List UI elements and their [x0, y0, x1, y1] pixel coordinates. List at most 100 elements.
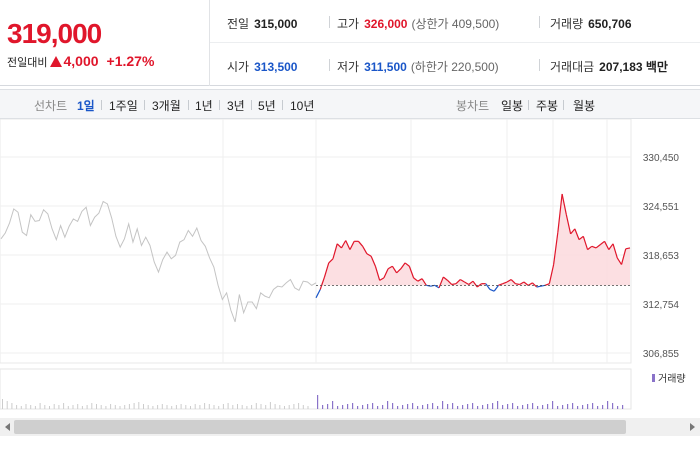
stat-prev-close: 전일 315,000: [227, 15, 297, 32]
volume-bar: [352, 403, 354, 409]
today-segment: [493, 284, 499, 292]
volume-bar: [377, 406, 379, 409]
tab-1day[interactable]: 1일: [77, 99, 95, 113]
y-tick-label: 330,450: [643, 153, 680, 164]
volume-bar: [597, 406, 599, 409]
tab-10year[interactable]: 10년: [290, 99, 315, 113]
volume-bar: [138, 402, 140, 409]
price-summary: 319,000 전일대비 4,000 +1.27%: [0, 0, 210, 86]
today-segment: [604, 241, 610, 250]
volume-bar: [372, 403, 374, 409]
volume-bar: [307, 406, 309, 409]
volume-bar: [432, 403, 434, 409]
volume-bar: [133, 403, 135, 409]
volume-bar: [218, 406, 220, 409]
volume-bar: [417, 406, 419, 409]
volume-bar: [2, 399, 3, 409]
scroll-left-icon[interactable]: [5, 423, 10, 431]
volume-bar: [347, 404, 349, 409]
scroll-right-icon[interactable]: [690, 423, 695, 431]
today-segment: [616, 257, 623, 265]
divider: [251, 100, 252, 110]
tab-5year[interactable]: 5년: [258, 99, 276, 113]
today-segment: [370, 256, 376, 267]
volume-bar: [427, 404, 429, 409]
stat-value: 313,500: [254, 60, 298, 74]
volume-bar: [81, 406, 83, 409]
volume-bar: [527, 404, 529, 409]
today-segment: [625, 247, 631, 250]
stat-value: 315,000: [254, 17, 298, 31]
stat-label: 시가: [227, 60, 250, 74]
volume-bar: [397, 406, 399, 409]
volume-bar: [602, 405, 604, 409]
volume-bar: [213, 405, 215, 409]
divider: [539, 59, 540, 71]
volume-bar: [227, 403, 229, 409]
stats-row-1: 전일 315,000 고가 326,000 (상한가 409,500) 거래량 650,…: [210, 0, 700, 43]
candle-chart-label: 봉차트: [456, 99, 490, 113]
volume-bar: [552, 401, 554, 409]
today-segment: [340, 240, 347, 249]
today-segment: [336, 243, 342, 249]
volume-bar: [6, 401, 8, 409]
volume-bar: [208, 404, 210, 409]
today-segment: [502, 281, 508, 285]
volume-bar: [171, 406, 173, 409]
divider: [528, 100, 529, 110]
volume-bar: [587, 404, 589, 409]
volume-bar: [482, 405, 484, 409]
volume-bar: [67, 406, 69, 409]
stat-label: 저가: [337, 60, 360, 74]
chart-scrollbar-thumb[interactable]: [14, 420, 626, 434]
today-segment: [472, 280, 478, 288]
volume-bar: [327, 404, 329, 409]
tab-1year[interactable]: 1년: [195, 99, 213, 113]
price-stats: 전일 315,000 고가 326,000 (상한가 409,500) 거래량 650,…: [210, 0, 700, 86]
lower-limit-text: (하한가 220,500): [410, 60, 499, 74]
y-tick-label: 318,653: [643, 251, 680, 262]
volume-bar: [447, 404, 449, 409]
stat-high: 고가 326,000 (상한가 409,500): [337, 15, 499, 32]
today-segment: [515, 283, 520, 286]
volume-bar: [265, 405, 267, 409]
volume-bar: [77, 404, 79, 409]
today-segment: [319, 276, 326, 290]
tab-daily-candle[interactable]: 일봉: [501, 99, 524, 113]
today-segment: [430, 284, 435, 287]
change-amount: 4,000: [63, 53, 99, 69]
up-area: [316, 193, 630, 286]
volume-bar: [128, 404, 130, 409]
volume-bar: [284, 406, 285, 409]
today-segment: [587, 245, 593, 251]
stat-low: 저가 311,500 (하한가 220,500): [337, 58, 499, 75]
stat-value: 650,706: [588, 17, 632, 31]
line-chart-label: 선차트: [34, 99, 68, 113]
today-segment: [447, 279, 453, 285]
tab-1week[interactable]: 1주일: [109, 99, 138, 113]
today-segment: [489, 288, 495, 292]
volume-bar: [190, 406, 191, 409]
tab-monthly-candle[interactable]: 월봉: [573, 99, 596, 113]
volume-bar: [342, 405, 344, 409]
stat-value: 326,000: [364, 17, 408, 31]
volume-frame: [0, 368, 632, 410]
tab-3year[interactable]: 3년: [227, 99, 245, 113]
volume-bar: [255, 403, 257, 409]
today-segment: [442, 276, 448, 281]
volume-bar: [44, 405, 46, 409]
tab-weekly-candle[interactable]: 주봉: [536, 99, 559, 113]
volume-bar: [442, 401, 444, 409]
today-segment: [413, 277, 419, 282]
volume-bar: [302, 405, 304, 409]
volume-bar: [86, 405, 88, 409]
volume-bar: [260, 404, 262, 409]
volume-bar: [204, 403, 206, 409]
tab-3month[interactable]: 3개월: [152, 99, 181, 113]
volume-bar: [166, 405, 168, 409]
volume-bar: [402, 405, 404, 409]
volume-bar: [147, 405, 149, 409]
change-label: 전일대비: [7, 57, 48, 69]
volume-bar: [58, 405, 60, 409]
volume-bar: [452, 403, 454, 409]
